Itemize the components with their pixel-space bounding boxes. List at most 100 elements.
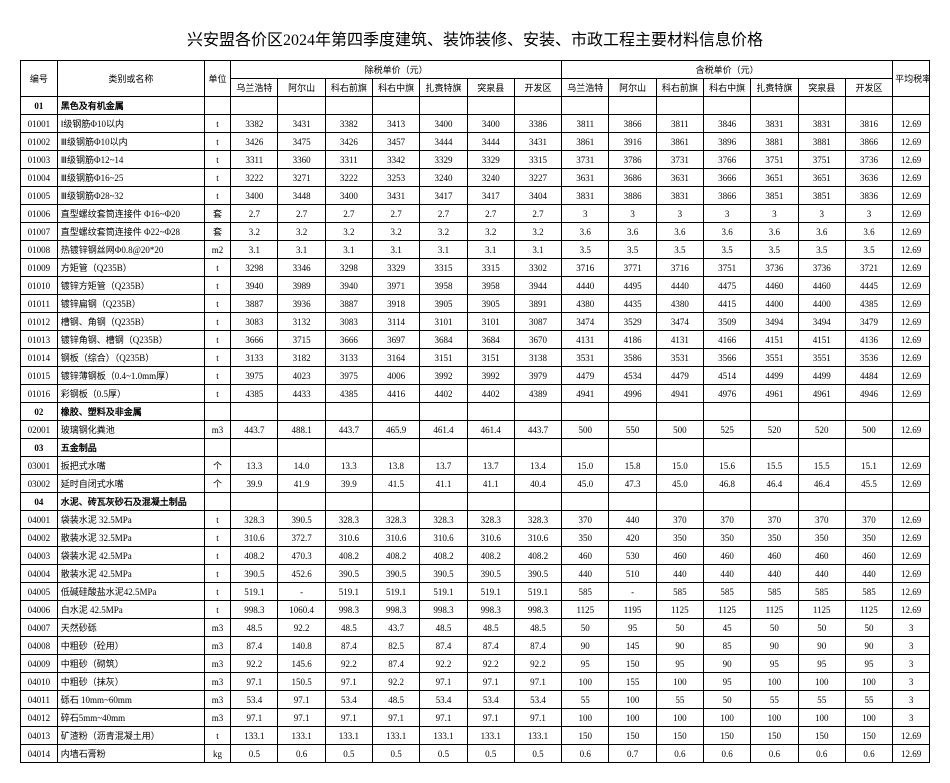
cell-ex: 3891 [514,295,561,313]
cell-in: 3.6 [562,223,609,241]
cell-in: 3731 [656,151,703,169]
cell-in: 3786 [609,151,656,169]
cell-ex: 3958 [467,277,514,295]
cell-rate: 12.69 [893,205,930,223]
cell-ex: 3400 [231,187,278,205]
th-region: 科右前旗 [325,79,372,97]
cell-in: 4499 [798,367,845,385]
cell-in: 145 [609,637,656,655]
cell-in: 3686 [609,169,656,187]
cell-ex: 3311 [231,151,278,169]
th-region: 扎赉特旗 [751,79,798,97]
cell-ex: 3.1 [325,241,372,259]
cell-in: 0.6 [704,745,751,763]
cell-in: 350 [798,529,845,547]
cell-ex: 3315 [420,259,467,277]
cell-in: 95 [845,655,892,673]
cell-in: 460 [751,547,798,565]
cell-in: 510 [609,565,656,583]
cell-in: 0.7 [609,745,656,763]
section-row: 01黑色及有机金属 [21,97,930,115]
cell-in: 3631 [656,169,703,187]
section-id: 01 [21,97,58,115]
empty-cell [514,97,561,115]
cell-ex: 3971 [373,277,420,295]
empty-cell [751,403,798,421]
cell-id: 01016 [21,385,58,403]
th-region: 阿尔山 [278,79,325,97]
cell-ex: 87.4 [231,637,278,655]
cell-unit: m3 [204,421,230,439]
cell-unit: 个 [204,457,230,475]
cell-name: 白水泥 42.5MPa [57,601,204,619]
cell-unit: 套 [204,223,230,241]
cell-ex: 4402 [467,385,514,403]
empty-cell [514,493,561,511]
cell-ex: 3087 [514,313,561,331]
cell-unit: kg [204,745,230,763]
cell-in: 95 [751,655,798,673]
cell-in: 440 [798,565,845,583]
cell-in: 3531 [656,349,703,367]
cell-ex: 92.2 [373,673,420,691]
cell-in: 3766 [704,151,751,169]
cell-in: 4380 [562,295,609,313]
cell-unit: t [204,367,230,385]
cell-in: 3916 [609,133,656,151]
table-row: 04009中粗砂（砌筑）m392.2145.692.287.492.292.29… [21,655,930,673]
cell-unit: m3 [204,709,230,727]
th-region: 突泉县 [798,79,845,97]
cell-ex: 3.2 [231,223,278,241]
cell-in: 1125 [562,601,609,619]
cell-ex: 92.2 [278,619,325,637]
cell-rate: 12.69 [893,457,930,475]
cell-in: 3651 [751,169,798,187]
cell-ex: 4006 [373,367,420,385]
cell-in: 1125 [798,601,845,619]
cell-in: 585 [562,583,609,601]
cell-in: 3.5 [609,241,656,259]
th-group-ex: 除税单价（元） [231,61,562,79]
cell-in: 4131 [656,331,703,349]
cell-in: 150 [704,727,751,745]
cell-unit: t [204,169,230,187]
cell-ex: 3302 [514,259,561,277]
cell-in: 3631 [562,169,609,187]
cell-in: 585 [751,583,798,601]
cell-ex: 14.0 [278,457,325,475]
cell-ex: 998.3 [467,601,514,619]
cell-ex: 92.2 [514,655,561,673]
cell-ex: 140.8 [278,637,325,655]
cell-in: 3.5 [845,241,892,259]
cell-rate: 12.69 [893,223,930,241]
cell-name: 碎石5mm~40mm [57,709,204,727]
cell-in: 4131 [562,331,609,349]
empty-cell [656,403,703,421]
cell-in: 1125 [751,601,798,619]
cell-ex: 519.1 [325,583,372,601]
cell-in: 3.6 [798,223,845,241]
cell-ex: 3.1 [420,241,467,259]
cell-rate: 3 [893,619,930,637]
table-row: 04011砾石 10mm~60mmm353.497.153.448.553.45… [21,691,930,709]
cell-ex: 87.4 [420,637,467,655]
cell-ex: 3905 [467,295,514,313]
cell-unit: t [204,187,230,205]
cell-in: 440 [845,565,892,583]
cell-ex: 0.5 [467,745,514,763]
empty-cell [204,403,230,421]
cell-in: 55 [656,691,703,709]
cell-ex: 3.2 [278,223,325,241]
cell-in: 4479 [562,367,609,385]
cell-ex: 465.9 [373,421,420,439]
cell-ex: 3240 [420,169,467,187]
cell-ex: 310.6 [514,529,561,547]
section-row: 03五金制品 [21,439,930,457]
cell-in: 95 [656,655,703,673]
cell-name: 热镀锌钢丝网Φ0.8@20*20 [57,241,204,259]
cell-ex: 53.4 [420,691,467,709]
cell-ex: 3133 [231,349,278,367]
cell-ex: 13.3 [231,457,278,475]
cell-in: 4514 [704,367,751,385]
section-row: 02橡胶、塑料及非金属 [21,403,930,421]
